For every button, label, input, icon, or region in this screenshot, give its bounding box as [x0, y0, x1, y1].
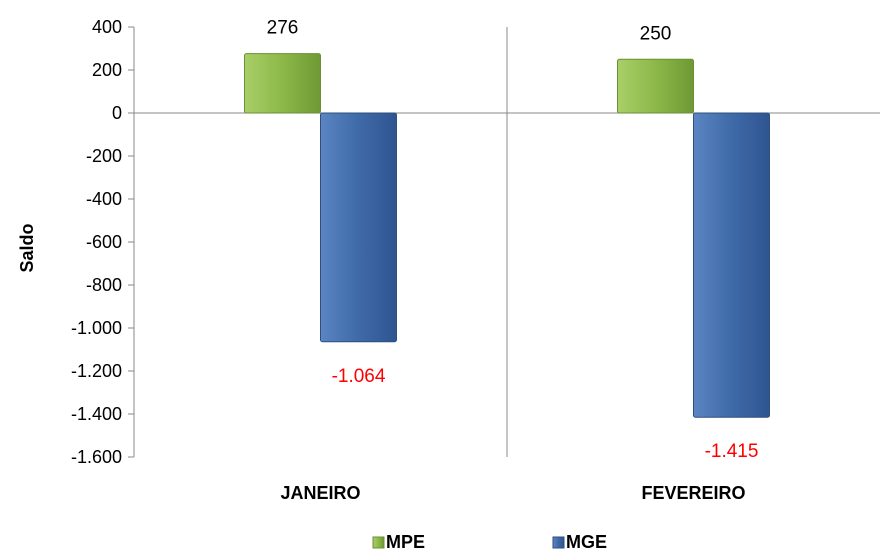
category-label: FEVEREIRO: [641, 483, 745, 503]
bars: [244, 53, 770, 418]
y-tick-label: 200: [92, 60, 122, 80]
y-tick-label: -400: [86, 189, 122, 209]
y-tick-label: -1.200: [71, 361, 122, 381]
legend-swatch-mpe: [372, 536, 385, 549]
bar-mge-janeiro: [320, 112, 397, 343]
category-label: JANEIRO: [280, 483, 360, 503]
legend-label-mpe: MPE: [386, 532, 425, 552]
bar-mpe-fevereiro: [617, 58, 694, 114]
y-tick-label: -200: [86, 146, 122, 166]
y-tick-label: -600: [86, 232, 122, 252]
y-tick-label: -800: [86, 275, 122, 295]
y-tick-label: -1.400: [71, 404, 122, 424]
y-tick-label: 400: [92, 17, 122, 37]
data-label: -1.064: [332, 366, 386, 387]
legend-label-mge: MGE: [566, 532, 607, 552]
y-axis-label: Saldo: [17, 223, 37, 272]
y-tick-label: -1.000: [71, 318, 122, 338]
legend: MPE MGE: [372, 532, 607, 552]
y-tick-label: 0: [112, 103, 122, 123]
data-label: 276: [267, 18, 299, 39]
data-labels: 276 250 -1.064 -1.415: [267, 18, 759, 463]
y-tick-label: -1.600: [71, 447, 122, 467]
bar-mpe-janeiro: [244, 53, 321, 114]
data-label: 250: [640, 23, 672, 44]
bar-mge-fevereiro: [693, 112, 770, 418]
data-label: -1.415: [705, 441, 759, 462]
legend-swatch-mge: [552, 536, 565, 549]
axes: 400 200 0 -200 -400 -600 -800 -1.000 -1.200 -1.40…: [71, 17, 880, 503]
